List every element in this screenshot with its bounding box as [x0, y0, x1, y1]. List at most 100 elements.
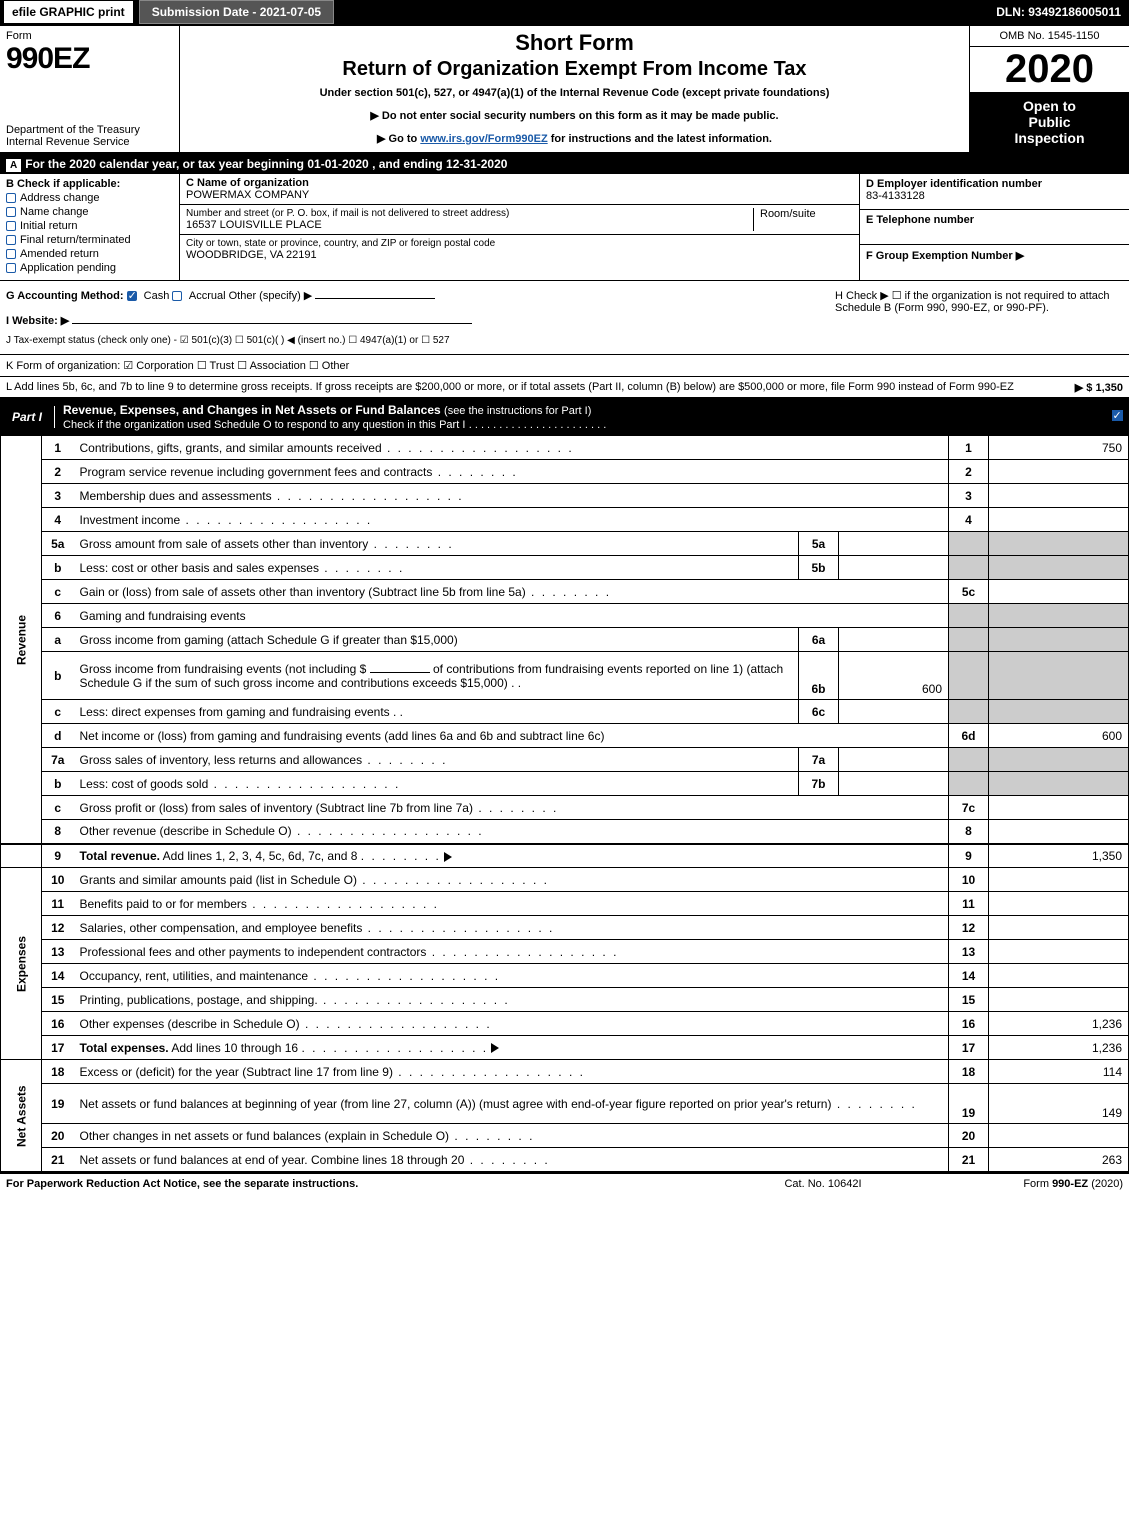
line7b-greyval [989, 772, 1129, 796]
line3-box: 3 [949, 484, 989, 508]
form-label: Form [6, 30, 173, 42]
line15-num: 15 [42, 988, 74, 1012]
part1-checkbox[interactable] [1105, 410, 1129, 424]
chk-name-change[interactable]: Name change [6, 206, 173, 218]
irs-link[interactable]: www.irs.gov/Form990EZ [420, 133, 547, 145]
line6b-desc: Gross income from fundraising events (no… [74, 652, 799, 700]
section-b-title: B Check if applicable: [6, 178, 173, 190]
top-bar: efile GRAPHIC print Submission Date - 20… [0, 0, 1129, 26]
line5a-greyval [989, 532, 1129, 556]
line6a-greyval [989, 628, 1129, 652]
line6a-subval [839, 628, 949, 652]
line7a-desc: Gross sales of inventory, less returns a… [74, 748, 799, 772]
inspect-line2: Public [974, 114, 1125, 130]
chk-application-pending[interactable]: Application pending [6, 262, 173, 274]
section-l: L Add lines 5b, 6c, and 7b to line 9 to … [0, 377, 1129, 399]
line5c-val [989, 580, 1129, 604]
line16-desc: Other expenses (describe in Schedule O) [74, 1012, 949, 1036]
netassets-side-label: Net Assets [1, 1060, 42, 1172]
line18-box: 18 [949, 1060, 989, 1084]
chk-amended-return[interactable]: Amended return [6, 248, 173, 260]
subtitle: Under section 501(c), 527, or 4947(a)(1)… [188, 87, 961, 99]
chk-cash[interactable] [127, 291, 137, 301]
line8-desc: Other revenue (describe in Schedule O) [74, 820, 949, 844]
line6b-greyval [989, 652, 1129, 700]
header-right: OMB No. 1545-1150 2020 Open to Public In… [969, 26, 1129, 152]
line6d-desc: Net income or (loss) from gaming and fun… [74, 724, 949, 748]
line14-desc: Occupancy, rent, utilities, and maintena… [74, 964, 949, 988]
line3-desc: Membership dues and assessments [74, 484, 949, 508]
chk-initial-return[interactable]: Initial return [6, 220, 173, 232]
line5a-grey [949, 532, 989, 556]
line9-box: 9 [949, 844, 989, 868]
title-short-form: Short Form [188, 30, 961, 56]
line4-box: 4 [949, 508, 989, 532]
line7c-desc: Gross profit or (loss) from sales of inv… [74, 796, 949, 820]
gh-left: G Accounting Method: Cash Accrual Other … [6, 289, 823, 346]
line9-desc: Total revenue. Add lines 1, 2, 3, 4, 5c,… [74, 844, 949, 868]
line19-box: 19 [949, 1084, 989, 1124]
dept-irs: Internal Revenue Service [6, 136, 173, 148]
line1-box: 1 [949, 436, 989, 460]
chk-accrual[interactable] [172, 291, 182, 301]
paperwork-notice: For Paperwork Reduction Act Notice, see … [6, 1178, 723, 1190]
line6-num: 6 [42, 604, 74, 628]
line18-val: 114 [989, 1060, 1129, 1084]
inspect-line1: Open to [974, 98, 1125, 114]
org-name: POWERMAX COMPANY [186, 189, 853, 201]
line5b-greyval [989, 556, 1129, 580]
org-name-row: C Name of organization POWERMAX COMPANY [180, 174, 859, 205]
line14-num: 14 [42, 964, 74, 988]
group-exemption-label: F Group Exemption Number ▶ [866, 249, 1123, 262]
ein-value: 83-4133128 [866, 190, 1123, 202]
line2-num: 2 [42, 460, 74, 484]
line3-num: 3 [42, 484, 74, 508]
line5b-desc: Less: cost or other basis and sales expe… [74, 556, 799, 580]
submission-date: Submission Date - 2021-07-05 [139, 0, 334, 24]
line12-box: 12 [949, 916, 989, 940]
line6a-sub: 6a [799, 628, 839, 652]
street-address: 16537 LOUISVILLE PLACE [186, 219, 753, 231]
section-d: D Employer identification number 83-4133… [860, 174, 1129, 210]
section-b: B Check if applicable: Address change Na… [0, 174, 180, 280]
line10-val [989, 868, 1129, 892]
line6b-subval: 600 [839, 652, 949, 700]
line6c-num: c [42, 700, 74, 724]
line17-desc: Total expenses. Add lines 10 through 16 [74, 1036, 949, 1060]
form-header: Form 990EZ Department of the Treasury In… [0, 26, 1129, 154]
line13-val [989, 940, 1129, 964]
accounting-label: G Accounting Method: [6, 290, 124, 302]
accrual-label: Accrual [189, 290, 226, 302]
line6b-num: b [42, 652, 74, 700]
line5c-num: c [42, 580, 74, 604]
cash-label: Cash [144, 290, 170, 302]
chk-final-return[interactable]: Final return/terminated [6, 234, 173, 246]
section-i: I Website: ▶ [6, 314, 823, 327]
line6a-num: a [42, 628, 74, 652]
line7c-val [989, 796, 1129, 820]
line19-val: 149 [989, 1084, 1129, 1124]
line10-desc: Grants and similar amounts paid (list in… [74, 868, 949, 892]
line6c-grey [949, 700, 989, 724]
section-e: E Telephone number [860, 210, 1129, 246]
line6d-box: 6d [949, 724, 989, 748]
chk-address-change[interactable]: Address change [6, 192, 173, 204]
line2-desc: Program service revenue including govern… [74, 460, 949, 484]
line5b-grey [949, 556, 989, 580]
footer: For Paperwork Reduction Act Notice, see … [0, 1172, 1129, 1194]
line7b-desc: Less: cost of goods sold [74, 772, 799, 796]
title-return: Return of Organization Exempt From Incom… [188, 58, 961, 81]
phone-label: E Telephone number [866, 214, 1123, 226]
line7b-num: b [42, 772, 74, 796]
line6c-subval [839, 700, 949, 724]
section-j: J Tax-exempt status (check only one) - ☑… [6, 335, 823, 346]
line6c-desc: Less: direct expenses from gaming and fu… [74, 700, 799, 724]
section-g: G Accounting Method: Cash Accrual Other … [6, 289, 823, 302]
line21-val: 263 [989, 1148, 1129, 1172]
goto-link-row: ▶ Go to www.irs.gov/Form990EZ for instru… [188, 132, 961, 145]
dln-label: DLN: 93492186005011 [996, 5, 1129, 19]
city-label: City or town, state or province, country… [186, 238, 495, 249]
line6a-grey [949, 628, 989, 652]
efile-button[interactable]: efile GRAPHIC print [4, 1, 133, 23]
part1-table: Revenue 1 Contributions, gifts, grants, … [0, 435, 1129, 1172]
